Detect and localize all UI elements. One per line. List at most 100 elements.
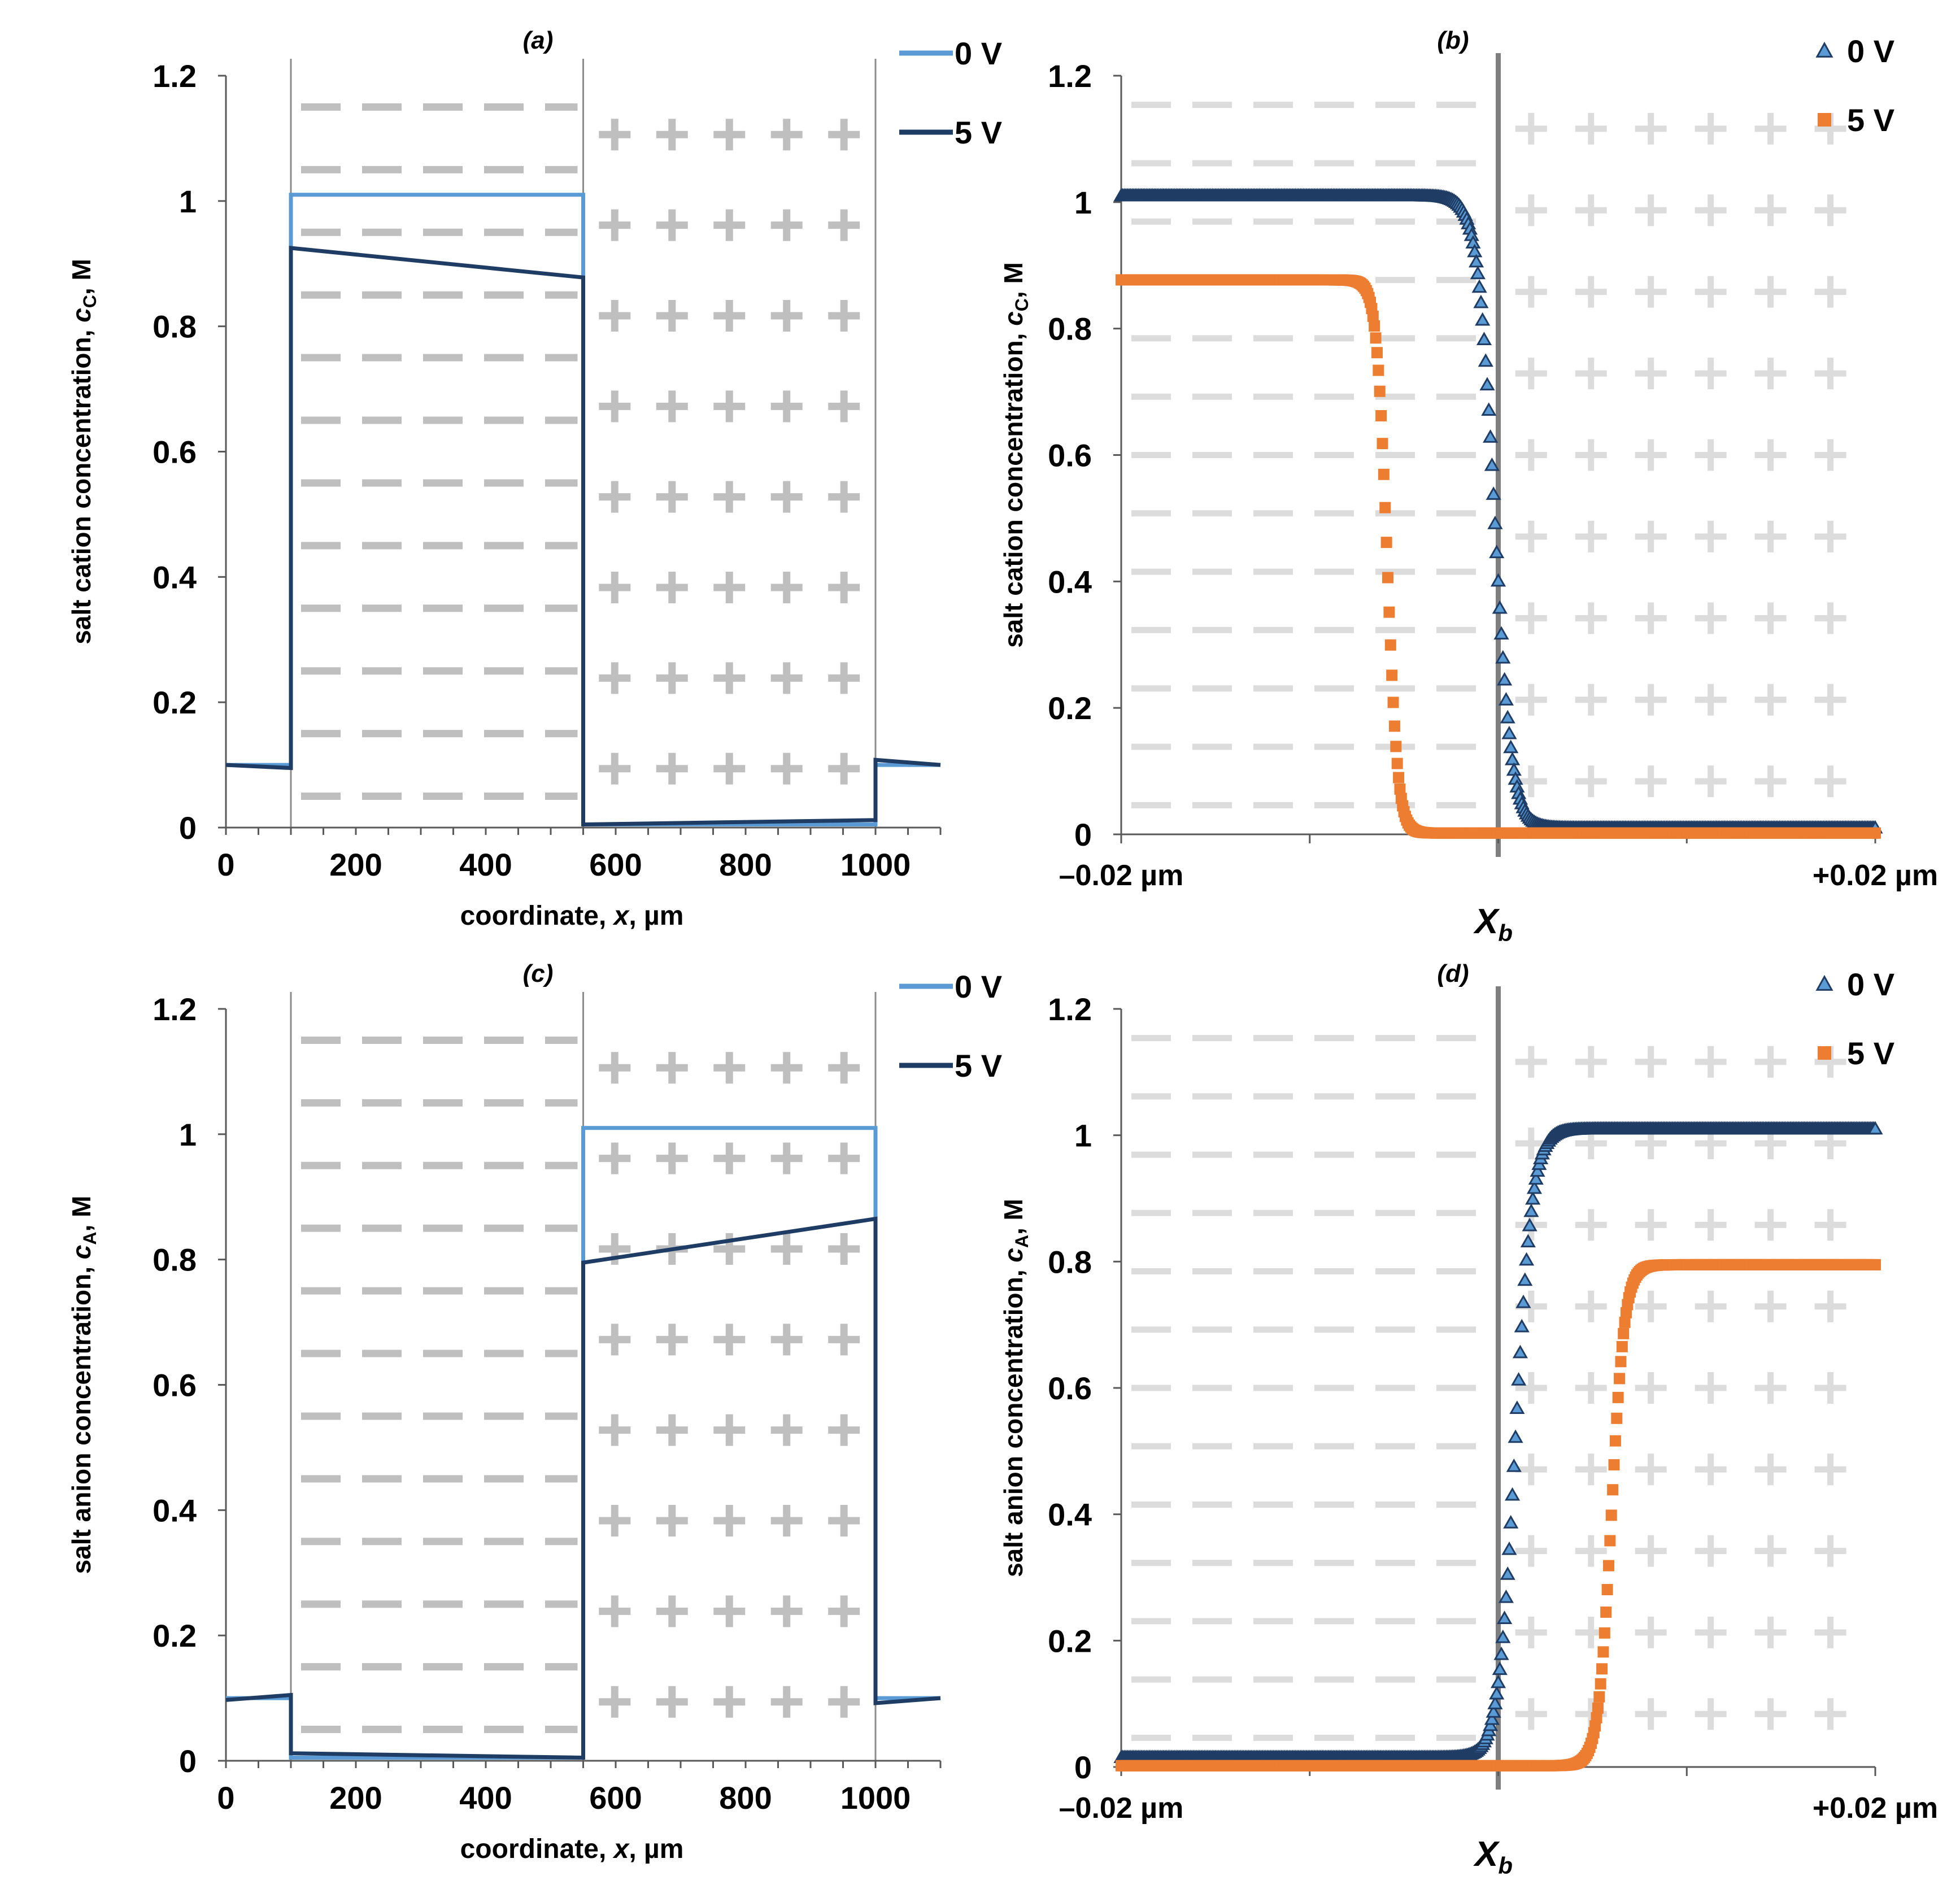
plus-mark (1814, 358, 1846, 390)
plus-mark (770, 209, 803, 241)
axes: 0 0.2 0.4 0.6 0.8 1 1.2 –0.02 µm +0.02 µm Xb (1048, 58, 1938, 946)
plus-mark (1575, 112, 1607, 145)
marker-triangle (1528, 1171, 1544, 1185)
marker-square (1367, 310, 1379, 322)
plus-mark (1515, 1128, 1547, 1160)
marker-square (1619, 1316, 1631, 1328)
y-tick-label: 1.2 (1048, 991, 1092, 1027)
marker-triangle (1517, 1272, 1533, 1286)
plus-mark (1754, 1453, 1787, 1486)
panel-title: (b) (1437, 27, 1469, 54)
plus-mark (656, 1324, 688, 1356)
marker-square (1612, 1391, 1624, 1403)
marker-triangle (1501, 725, 1517, 739)
plus-mark (1754, 765, 1787, 798)
chart-panel-b: 0 0.2 0.4 0.6 0.8 1 1.2 –0.02 µm +0.02 µm Xb salt … (999, 27, 1938, 946)
marker-triangle (1530, 1163, 1545, 1177)
plus-mark (1814, 1209, 1846, 1241)
marker-triangle (1493, 626, 1509, 640)
plus-mark (1814, 1372, 1846, 1404)
marker-triangle (1487, 1696, 1503, 1709)
marker-square (1591, 1712, 1602, 1723)
marker-square (1595, 1678, 1606, 1690)
marker-triangle (1487, 515, 1503, 529)
marker-square (1387, 697, 1399, 708)
region-marks (301, 1036, 860, 1734)
y-tick-label: 0.8 (1048, 311, 1092, 347)
marker-triangle (1476, 332, 1492, 346)
plus-mark (1754, 1046, 1787, 1078)
plus-mark (770, 119, 803, 151)
plus-mark (1754, 112, 1787, 145)
marker-triangle (1490, 1674, 1506, 1688)
plus-mark (1814, 1290, 1846, 1322)
plus-mark (1515, 1616, 1547, 1648)
plus-mark (1814, 439, 1846, 471)
marker-square (1382, 572, 1394, 584)
plus-mark (1754, 358, 1787, 390)
legend-swatch (1818, 113, 1831, 127)
plus-mark (599, 390, 631, 423)
series-markers (1116, 1259, 1881, 1772)
marker-triangle (1484, 1711, 1500, 1725)
plus-mark (770, 390, 803, 423)
plus-mark (828, 1686, 860, 1718)
y-tick-label: 0.8 (153, 1242, 197, 1278)
marker-triangle (1498, 692, 1514, 706)
plus-mark (1754, 276, 1787, 308)
plus-mark (1814, 684, 1846, 716)
plus-mark (770, 1233, 803, 1265)
plus-mark (1635, 602, 1667, 634)
marker-square (1393, 772, 1405, 784)
marker-triangle (1475, 312, 1491, 326)
x-tick-label: 400 (459, 1780, 512, 1816)
marker-triangle (1506, 1458, 1522, 1472)
marker-square (1593, 1691, 1605, 1703)
panel-title: (c) (523, 960, 554, 987)
y-tick-label: 0.2 (1048, 1623, 1092, 1659)
y-tick-label: 0.4 (153, 1492, 197, 1528)
region-marks (301, 103, 860, 800)
plus-mark (713, 1324, 746, 1356)
marker-triangle (1518, 1252, 1535, 1266)
plus-mark (713, 1052, 746, 1084)
y-axis-label: salt cation concentration, cC, M (67, 259, 100, 645)
marker-square (1614, 1373, 1626, 1385)
plus-mark (1695, 1698, 1727, 1730)
plus-mark (656, 572, 688, 604)
y-tick-label: 0 (1074, 1749, 1092, 1785)
plus-mark (1515, 520, 1547, 552)
marker-square (1615, 1356, 1627, 1368)
marker-triangle (1506, 762, 1522, 776)
plus-mark (770, 752, 803, 785)
marker-triangle (1523, 1203, 1539, 1217)
plus-mark (599, 1052, 631, 1084)
plus-mark (1635, 1046, 1667, 1078)
y-tick-label: 0.2 (153, 1618, 197, 1653)
plus-mark (656, 1595, 688, 1627)
marker-square (1605, 1509, 1617, 1521)
chart-panel-a: 0 0.2 0.4 0.6 0.8 1 1.2 0 200 400 600 800 1000 coordi… (67, 27, 1002, 931)
plus-mark (1695, 358, 1727, 390)
marker-triangle (1486, 486, 1501, 500)
panel-title: (d) (1437, 960, 1469, 987)
plus-mark (1695, 1535, 1727, 1567)
plus-mark (1695, 194, 1727, 227)
marker-square (1870, 827, 1881, 839)
y-tick-label: 0 (1074, 817, 1092, 852)
plus-mark (1515, 1046, 1547, 1078)
plus-mark (828, 1052, 860, 1084)
plus-mark (1635, 684, 1667, 716)
y-tick-label: 1 (1074, 185, 1092, 220)
plus-mark (1695, 1372, 1727, 1404)
marker-triangle (1498, 1589, 1514, 1603)
marker-square (1616, 1340, 1628, 1352)
plus-mark (1814, 1453, 1846, 1486)
plus-mark (828, 1233, 860, 1265)
plus-mark (1754, 1698, 1787, 1730)
plus-mark (1635, 276, 1667, 308)
series-group (1113, 1121, 1883, 1772)
series-group (225, 1126, 941, 1760)
plus-mark (1695, 520, 1727, 552)
marker-square (1390, 741, 1402, 752)
